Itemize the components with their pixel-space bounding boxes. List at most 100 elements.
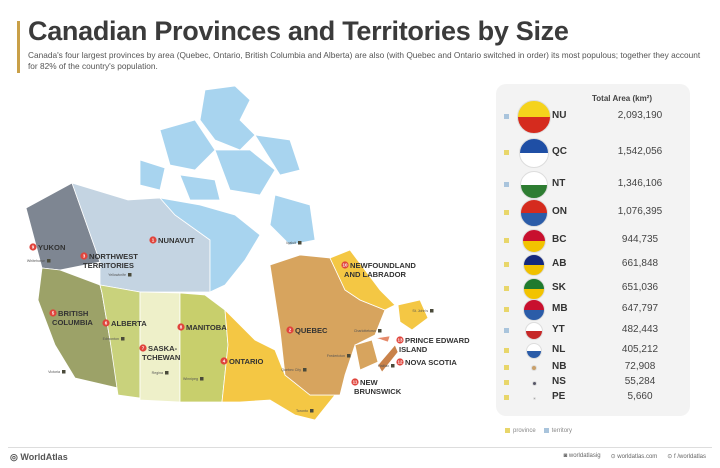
province-indicator (504, 307, 509, 312)
quebec-flag-icon (519, 138, 549, 168)
capital-label: St. John's (412, 309, 428, 313)
brand-name: WorldAtlas (20, 452, 68, 462)
nova-scotia-flag-icon (531, 380, 537, 386)
capital-label: Charlottetown (354, 329, 376, 333)
map-marker-nova-scotia (396, 358, 404, 366)
map-label-nunavut: NUNAVUT (158, 236, 195, 245)
area-value: 661,848 (621, 258, 659, 269)
region-newfoundland (397, 299, 429, 331)
instagram-link[interactable]: ◙ worldatlasig (564, 453, 601, 460)
capital-label: Yellowknife (108, 273, 126, 277)
province-code: NS (552, 376, 566, 387)
area-value: 405,212 (621, 344, 659, 355)
capital-marker-icon (128, 273, 132, 277)
capital-marker-icon (303, 368, 307, 372)
capital-marker-icon (310, 409, 314, 413)
table-row-nl: NL 405,212 (496, 343, 690, 359)
facebook-link[interactable]: ⊙ f /worldatlas (667, 453, 706, 460)
table-row-bc: BC 944,735 (496, 229, 690, 253)
new-brunswick-flag-icon (531, 365, 537, 371)
area-value: 2,093,190 (617, 110, 663, 121)
capital-marker-icon (47, 259, 51, 263)
area-value: 72,908 (624, 361, 656, 372)
website-link[interactable]: ⊙ worldatlas.com (611, 453, 658, 460)
saskatchewan-flag-icon (523, 278, 545, 300)
capital-label: Edmonton (103, 337, 119, 341)
capital-marker-icon (165, 371, 169, 375)
web-icon: ⊙ (610, 454, 618, 460)
rank-number: 6 (105, 321, 108, 326)
ontario-flag-icon (520, 199, 548, 227)
table-row-sk: SK 651,036 (496, 278, 690, 300)
map-marker-yukon (29, 243, 37, 251)
map-label-prince-edward-island: PRINCE EDWARD ISLAND (399, 336, 470, 354)
capital-label: Whitehorse (27, 259, 45, 263)
map-marker-newfoundland-and-labrador (341, 261, 349, 269)
footer-divider (8, 447, 712, 448)
table-row-nb: NB 72,908 (496, 361, 690, 375)
rank-number: 8 (180, 325, 183, 330)
province-indicator (504, 380, 509, 385)
rank-number: 7 (142, 346, 145, 351)
instagram-handle: worldatlasig (568, 453, 601, 459)
area-value: 944,735 (621, 234, 659, 245)
region-new-brunswick (354, 339, 379, 371)
province-indicator (504, 395, 509, 400)
map-label-manitoba: MANITOBA (186, 323, 227, 332)
capital-marker-icon (430, 309, 434, 313)
rank-number: 13 (397, 338, 403, 343)
province-code: QC (552, 146, 567, 157)
table-row-yt: YT 482,443 (496, 322, 690, 340)
rank-number: 3 (83, 254, 86, 259)
province-code: NT (552, 178, 566, 189)
map-marker-new-brunswick (351, 378, 359, 386)
area-value: 1,076,395 (617, 206, 663, 217)
table-row-mb: MB 647,797 (496, 299, 690, 321)
rank-number: 9 (32, 245, 35, 250)
worldatlas-logo[interactable]: ◎ WorldAtlas (10, 452, 68, 463)
rank-number: 10 (342, 263, 348, 268)
capital-label: Quebec City (281, 368, 301, 372)
page-subtitle: Canada's four largest provinces by area … (28, 50, 701, 71)
region-manitoba (179, 292, 229, 403)
table-row-ab: AB 661,848 (496, 254, 690, 276)
capital-label: Toronto (296, 409, 308, 413)
area-value: 647,797 (621, 303, 659, 314)
legend-item-province: province (505, 428, 536, 434)
nunavut-flag-icon (517, 100, 551, 134)
area-value: 55,284 (624, 376, 656, 387)
rank-number: 5 (52, 311, 55, 316)
legend: province territory (505, 428, 572, 434)
province-code: AB (552, 258, 567, 269)
map-label-newfoundland-and-labrador: NEWFOUNDLAND AND LABRADOR (344, 261, 416, 279)
map-marker-quebec (286, 326, 294, 334)
region-nunavut-islands (139, 85, 316, 246)
capital-marker-icon (121, 337, 125, 341)
map-label-ontario: ONTARIO (229, 357, 264, 366)
area-value: 1,346,106 (617, 178, 663, 189)
capital-label: Iqaluit (286, 241, 296, 245)
province-indicator (504, 262, 509, 267)
map-label-nova-scotia: NOVA SCOTIA (405, 358, 457, 367)
alberta-flag-icon (523, 254, 545, 276)
table-row-on: ON 1,076,395 (496, 199, 690, 227)
map-marker-prince-edward-island (396, 336, 404, 344)
capital-label: Fredericton (327, 354, 345, 358)
capital-marker-icon (378, 329, 382, 333)
map-label-yukon: YUKON (38, 243, 65, 252)
pei-flag-icon (532, 396, 536, 400)
region-nova-scotia (377, 344, 399, 373)
rank-number: 12 (397, 360, 403, 365)
manitoba-flag-icon (523, 299, 545, 321)
capital-label: Victoria (48, 370, 60, 374)
province-code: ON (552, 206, 567, 217)
province-code: SK (552, 282, 566, 293)
map-marker-northwest-territories (80, 252, 88, 260)
map-marker-british-columbia (49, 309, 57, 317)
province-indicator (504, 210, 509, 215)
capital-marker-icon (298, 241, 302, 245)
newfoundland-flag-icon (526, 343, 542, 359)
table-row-ns: NS 55,284 (496, 376, 690, 390)
province-code: BC (552, 234, 567, 245)
legend-item-territory: territory (543, 428, 572, 434)
